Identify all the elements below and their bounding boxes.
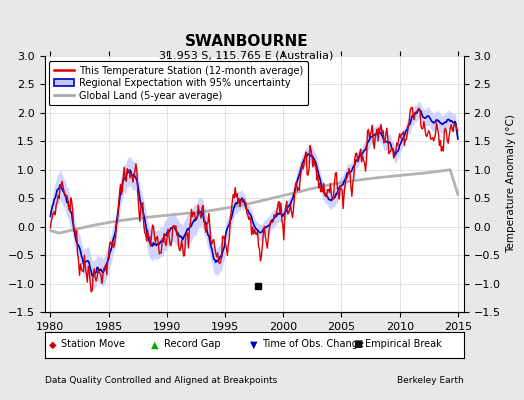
- Text: ■: ■: [353, 340, 362, 350]
- Text: Station Move: Station Move: [61, 340, 125, 350]
- Text: Record Gap: Record Gap: [164, 340, 221, 350]
- Text: Berkeley Earth: Berkeley Earth: [397, 376, 464, 385]
- Text: Empirical Break: Empirical Break: [365, 340, 442, 350]
- Text: Time of Obs. Change: Time of Obs. Change: [263, 340, 364, 350]
- Text: ▼: ▼: [250, 340, 257, 350]
- Legend: This Temperature Station (12-month average), Regional Expectation with 95% uncer: This Temperature Station (12-month avera…: [49, 61, 308, 106]
- Text: SWANBOURNE: SWANBOURNE: [184, 34, 308, 50]
- Text: ▲: ▲: [151, 340, 159, 350]
- Text: 31.953 S, 115.765 E (Australia): 31.953 S, 115.765 E (Australia): [159, 50, 333, 60]
- Text: Data Quality Controlled and Aligned at Breakpoints: Data Quality Controlled and Aligned at B…: [45, 376, 277, 385]
- Text: ◆: ◆: [49, 340, 56, 350]
- Y-axis label: Temperature Anomaly (°C): Temperature Anomaly (°C): [506, 114, 516, 254]
